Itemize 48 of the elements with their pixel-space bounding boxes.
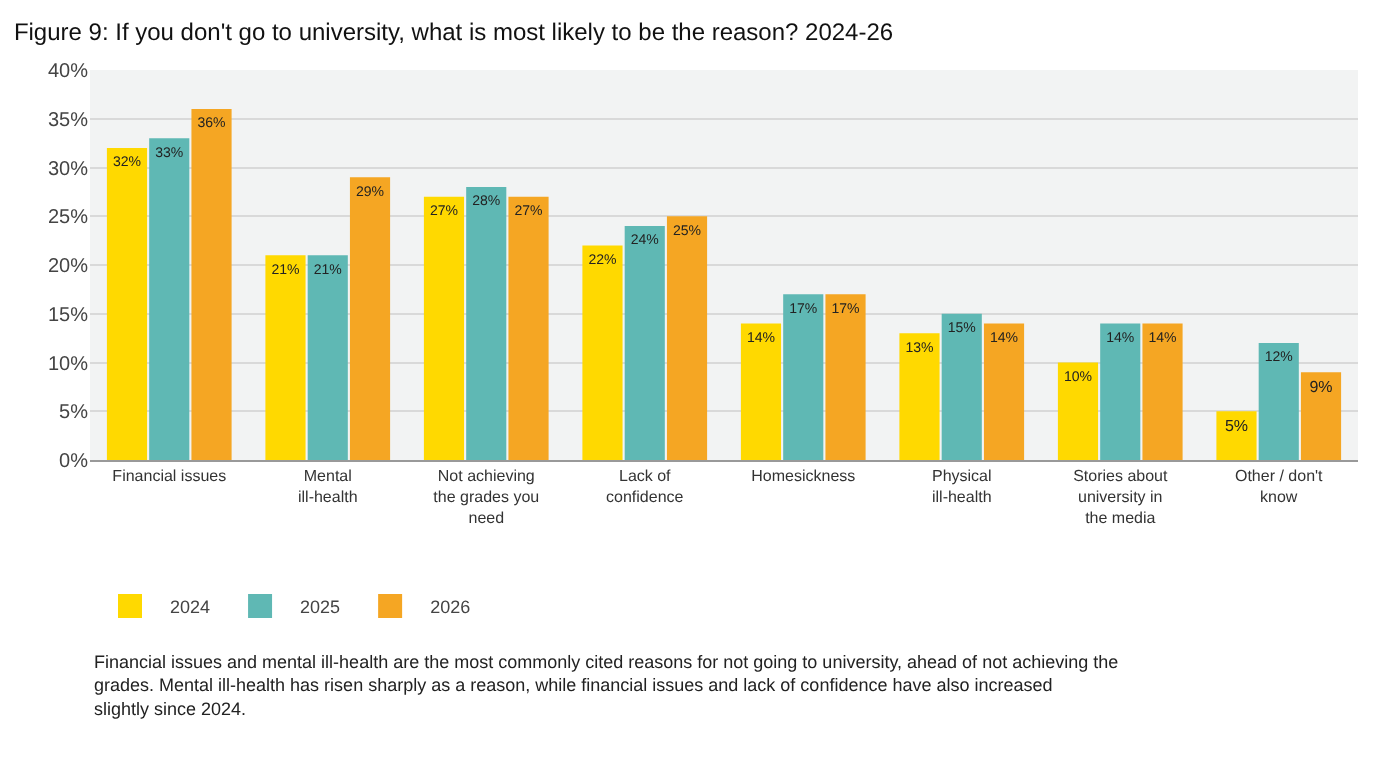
legend-label: 2024 [170, 597, 211, 618]
data-label: 5% [1224, 417, 1249, 436]
bar [983, 323, 1025, 460]
bar [624, 226, 665, 460]
y-tick-label: 40% [47, 61, 89, 83]
bar [941, 313, 982, 460]
y-tick-label: 5% [59, 402, 89, 425]
x-tick-label: Lack of confidence [606, 467, 685, 506]
data-label: 9% [1309, 378, 1333, 397]
bar [1258, 343, 1299, 460]
x-tick-label: Stories about university in the media [1073, 467, 1169, 527]
bar [423, 196, 465, 460]
y-tick-label: 35% [47, 109, 89, 132]
bar [740, 323, 782, 460]
y-tick-label: 30% [47, 158, 89, 181]
y-tick-label: 15% [47, 304, 89, 327]
y-tick-label: 20% [47, 256, 89, 278]
bar [1057, 362, 1099, 460]
y-tick-label: 0% [59, 451, 89, 473]
y-tick-label: 10% [47, 353, 89, 376]
bar [265, 255, 306, 460]
bar [783, 294, 824, 460]
x-tick-label: Homesickness [751, 467, 856, 486]
x-tick-label: Not achieving the grades you need [433, 467, 540, 527]
bar [899, 333, 940, 460]
bar [466, 187, 507, 460]
text: Financial issues and mental ill-health are the most commonly cited reasons for not going to university, ahead of not achieving the grades. Mental ill-health has risen sharply as a reason, while financial issues and lack of confidence have also increased slightly since 2024. [94, 652, 1119, 719]
bar [191, 109, 232, 460]
y-tick-label: 25% [47, 207, 89, 230]
bar [825, 294, 866, 460]
bar [307, 255, 348, 460]
bar [508, 196, 549, 460]
bar [106, 148, 148, 460]
legend-label: 2026 [430, 597, 471, 618]
bar [149, 138, 190, 460]
bar [1142, 323, 1183, 460]
x-tick-label: Physical ill-health [931, 467, 992, 506]
bar [349, 177, 391, 460]
x-tick-label: Mental ill-health [297, 467, 358, 506]
bar [1100, 323, 1141, 460]
bar [1300, 372, 1342, 460]
chart-title: Figure 9: If you don't go to university, what is most likely to be the reason? 2024-26 [13, 17, 894, 46]
legend-label: 2025 [300, 597, 341, 618]
bar [666, 216, 708, 460]
bar [582, 245, 623, 460]
x-tick-label: Financial issues [112, 467, 227, 486]
x-tick-label: Other / don't know [1234, 467, 1325, 506]
bar [1216, 411, 1257, 460]
